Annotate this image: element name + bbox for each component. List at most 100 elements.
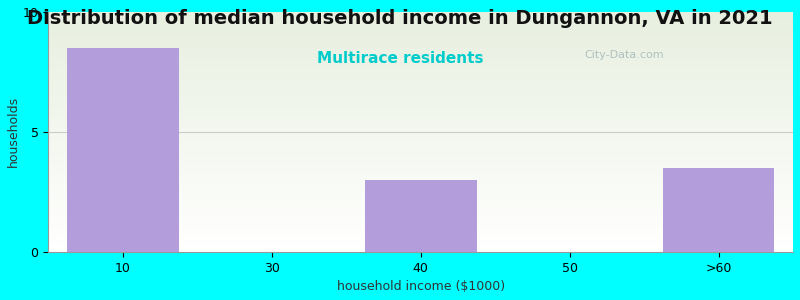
Bar	[48, 174, 793, 175]
Bar	[48, 242, 793, 243]
Bar	[48, 204, 793, 205]
Bar	[48, 16, 793, 17]
Bar	[48, 146, 793, 148]
Bar	[48, 97, 793, 98]
Bar	[48, 194, 793, 195]
Bar	[48, 19, 793, 20]
Bar	[48, 156, 793, 157]
Bar	[48, 80, 793, 82]
Bar	[48, 100, 793, 101]
Bar	[48, 13, 793, 14]
Bar	[48, 86, 793, 88]
Bar	[48, 140, 793, 142]
Bar	[48, 29, 793, 30]
Bar	[48, 110, 793, 112]
Bar	[662, 168, 774, 252]
Bar	[48, 148, 793, 150]
X-axis label: household income ($1000): household income ($1000)	[337, 280, 505, 293]
Bar	[48, 172, 793, 174]
Bar	[48, 108, 793, 109]
Bar	[48, 226, 793, 228]
Bar	[48, 76, 793, 77]
Bar	[48, 131, 793, 132]
Bar	[48, 224, 793, 225]
Bar	[48, 78, 793, 79]
Bar	[48, 83, 793, 84]
Bar	[48, 153, 793, 154]
Bar	[48, 101, 793, 102]
Bar	[48, 137, 793, 138]
Bar	[48, 62, 793, 64]
Bar	[48, 176, 793, 177]
Bar	[48, 30, 793, 31]
Bar	[48, 34, 793, 35]
Bar	[48, 82, 793, 83]
Bar	[48, 46, 793, 47]
Bar	[48, 116, 793, 118]
Bar	[48, 145, 793, 146]
Bar	[48, 195, 793, 196]
Bar	[48, 217, 793, 218]
Text: City-Data.com: City-Data.com	[585, 50, 664, 60]
Bar	[48, 127, 793, 128]
Bar	[48, 247, 793, 248]
Bar	[48, 28, 793, 29]
Bar	[48, 201, 793, 202]
Bar	[48, 130, 793, 131]
Bar	[48, 56, 793, 58]
Bar	[48, 37, 793, 38]
Bar	[48, 134, 793, 136]
Bar	[48, 119, 793, 120]
Bar	[48, 136, 793, 137]
Bar	[48, 115, 793, 116]
Bar	[48, 205, 793, 206]
Bar	[48, 208, 793, 210]
Bar	[48, 164, 793, 165]
Bar	[48, 214, 793, 216]
Bar	[48, 26, 793, 28]
Bar	[48, 163, 793, 164]
Bar	[48, 218, 793, 219]
Bar	[48, 222, 793, 223]
Bar	[48, 187, 793, 188]
Bar	[48, 104, 793, 106]
Bar	[48, 106, 793, 107]
Bar	[48, 74, 793, 76]
Bar	[48, 190, 793, 192]
Bar	[48, 248, 793, 249]
Bar	[48, 22, 793, 23]
Bar	[48, 25, 793, 26]
Bar	[48, 213, 793, 214]
Bar	[48, 168, 793, 169]
Bar	[48, 237, 793, 238]
Bar	[48, 175, 793, 176]
Bar	[48, 210, 793, 211]
Bar	[48, 178, 793, 180]
Bar	[48, 181, 793, 182]
Bar	[48, 199, 793, 200]
Bar	[48, 231, 793, 232]
Bar	[48, 73, 793, 74]
Bar	[48, 142, 793, 143]
Bar	[48, 84, 793, 85]
Bar	[48, 240, 793, 241]
Bar	[48, 48, 793, 49]
Bar	[48, 193, 793, 194]
Bar	[48, 132, 793, 133]
Bar	[48, 41, 793, 42]
Bar	[48, 202, 793, 204]
Bar	[48, 189, 793, 190]
Bar	[48, 158, 793, 159]
Bar	[48, 216, 793, 217]
Bar	[48, 182, 793, 183]
Bar	[48, 220, 793, 222]
Bar	[48, 207, 793, 208]
Bar	[48, 43, 793, 44]
Bar	[48, 165, 793, 166]
Bar	[48, 192, 793, 193]
Bar	[48, 122, 793, 124]
Bar	[48, 31, 793, 32]
Bar	[48, 228, 793, 229]
Bar	[48, 52, 793, 53]
Bar	[48, 223, 793, 224]
